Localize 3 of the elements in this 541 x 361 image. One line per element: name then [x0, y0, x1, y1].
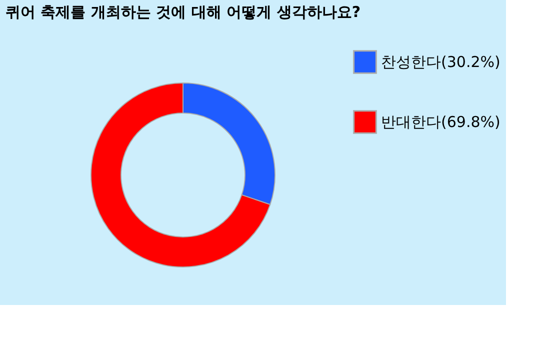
chart-title: 퀴어 축제를 개최하는 것에 대해 어떻게 생각하나요?	[5, 3, 361, 21]
legend-label: 찬성한다(30.2%)	[381, 53, 500, 71]
legend-label: 반대한다(69.8%)	[381, 113, 500, 131]
